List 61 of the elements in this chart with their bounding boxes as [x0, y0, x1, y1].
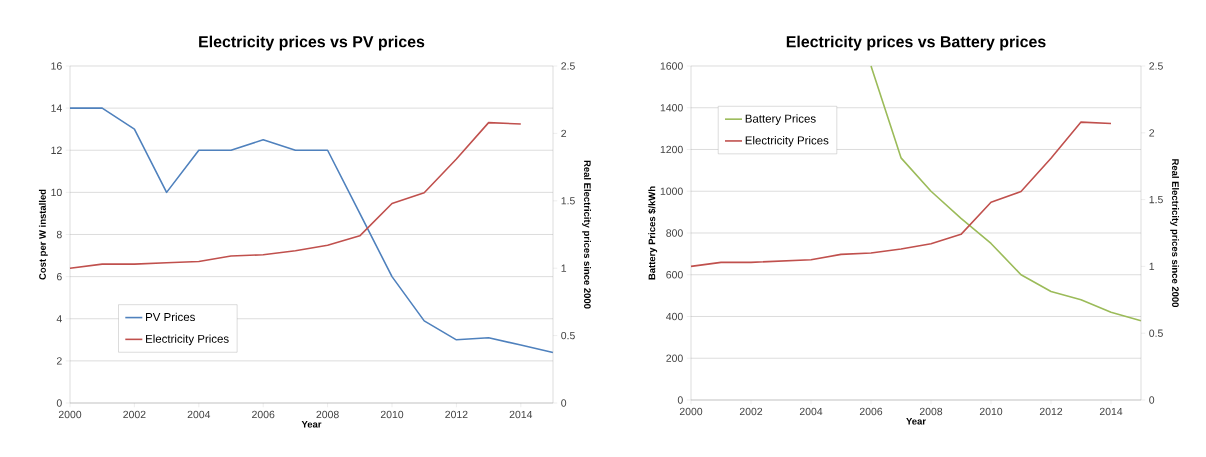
line-series	[69, 107, 554, 354]
legend-label: Electricity Prices	[146, 334, 229, 346]
y-tick-label: 1400	[660, 104, 683, 112]
y-tick-label: 800	[666, 229, 683, 237]
legend-label: PV Prices	[146, 312, 195, 322]
y2-tick-label: 1	[561, 264, 567, 272]
y-tick-label: 0	[56, 399, 62, 407]
y-tick-label: 6	[56, 272, 62, 281]
x-tick-label: 2002	[739, 407, 763, 416]
y-tick-label: 14	[51, 104, 62, 112]
y2-tick-label: 2	[561, 129, 567, 138]
y2-tick-label: 1	[1149, 262, 1155, 270]
line-series	[870, 65, 1142, 322]
x-tick-label: 2000	[58, 410, 82, 419]
legend-label: Battery Prices	[745, 114, 816, 125]
x-tick-label: 2010	[979, 407, 1003, 416]
y-tick-label: 8	[56, 230, 62, 239]
x-tick-label: 2008	[919, 407, 943, 416]
y-tick-label: 0	[677, 396, 683, 404]
y-tick-label: 16	[51, 62, 62, 70]
x-tick-label: 2002	[123, 410, 146, 419]
legend-label: Electricity Prices	[745, 136, 829, 147]
y-axis-title: Cost per W installed	[38, 189, 48, 280]
x-tick-label: 2012	[1039, 407, 1063, 416]
x-tick-label: 2014	[509, 410, 533, 419]
y-tick-label: 4	[56, 315, 62, 323]
y-tick-label: 400	[666, 312, 683, 321]
y2-tick-label: 2.5	[1149, 62, 1163, 70]
y2-tick-label: 0	[561, 399, 567, 407]
y-tick-label: 2	[56, 357, 62, 365]
y-tick-label: 1200	[660, 145, 683, 154]
chart-title: Electricity prices vs Battery prices	[786, 35, 1046, 51]
y-tick-label: 200	[666, 354, 683, 362]
y-axis-title: Battery Prices $/kWh	[648, 186, 658, 280]
y-tick-label: 10	[51, 188, 62, 197]
x-tick-label: 2012	[445, 410, 468, 419]
y-tick-label: 1600	[660, 62, 683, 70]
y2-tick-label: 2	[1149, 129, 1155, 137]
y2-axis-title: Real Electricity prices since 2000	[1170, 159, 1179, 308]
x-tick-label: 2014	[1099, 407, 1123, 416]
x-tick-label: 2006	[252, 410, 275, 419]
y-tick-label: 600	[666, 271, 683, 279]
x-tick-label: 2008	[316, 410, 339, 419]
x-tick-label: 2010	[380, 410, 404, 419]
x-axis-title: Year	[906, 418, 926, 425]
y2-tick-label: 0.5	[1149, 329, 1163, 337]
y2-tick-label: 0	[1149, 396, 1155, 404]
y2-tick-label: 0.5	[561, 331, 575, 340]
y2-tick-label: 1.5	[561, 197, 575, 205]
x-tick-label: 2004	[799, 407, 823, 416]
y2-tick-label: 1.5	[1149, 195, 1163, 204]
y2-axis-title: Real Electricity prices since 2000	[582, 160, 591, 309]
x-tick-label: 2004	[187, 410, 211, 419]
x-axis-title: Year	[301, 421, 322, 428]
y-tick-label: 1000	[660, 187, 683, 195]
x-tick-label: 2000	[679, 407, 703, 416]
y-tick-label: 12	[51, 146, 62, 154]
y2-tick-label: 2.5	[561, 62, 575, 70]
line-series	[69, 121, 522, 269]
chart-title: Electricity prices vs PV prices	[199, 35, 425, 51]
x-tick-label: 2006	[859, 407, 883, 416]
